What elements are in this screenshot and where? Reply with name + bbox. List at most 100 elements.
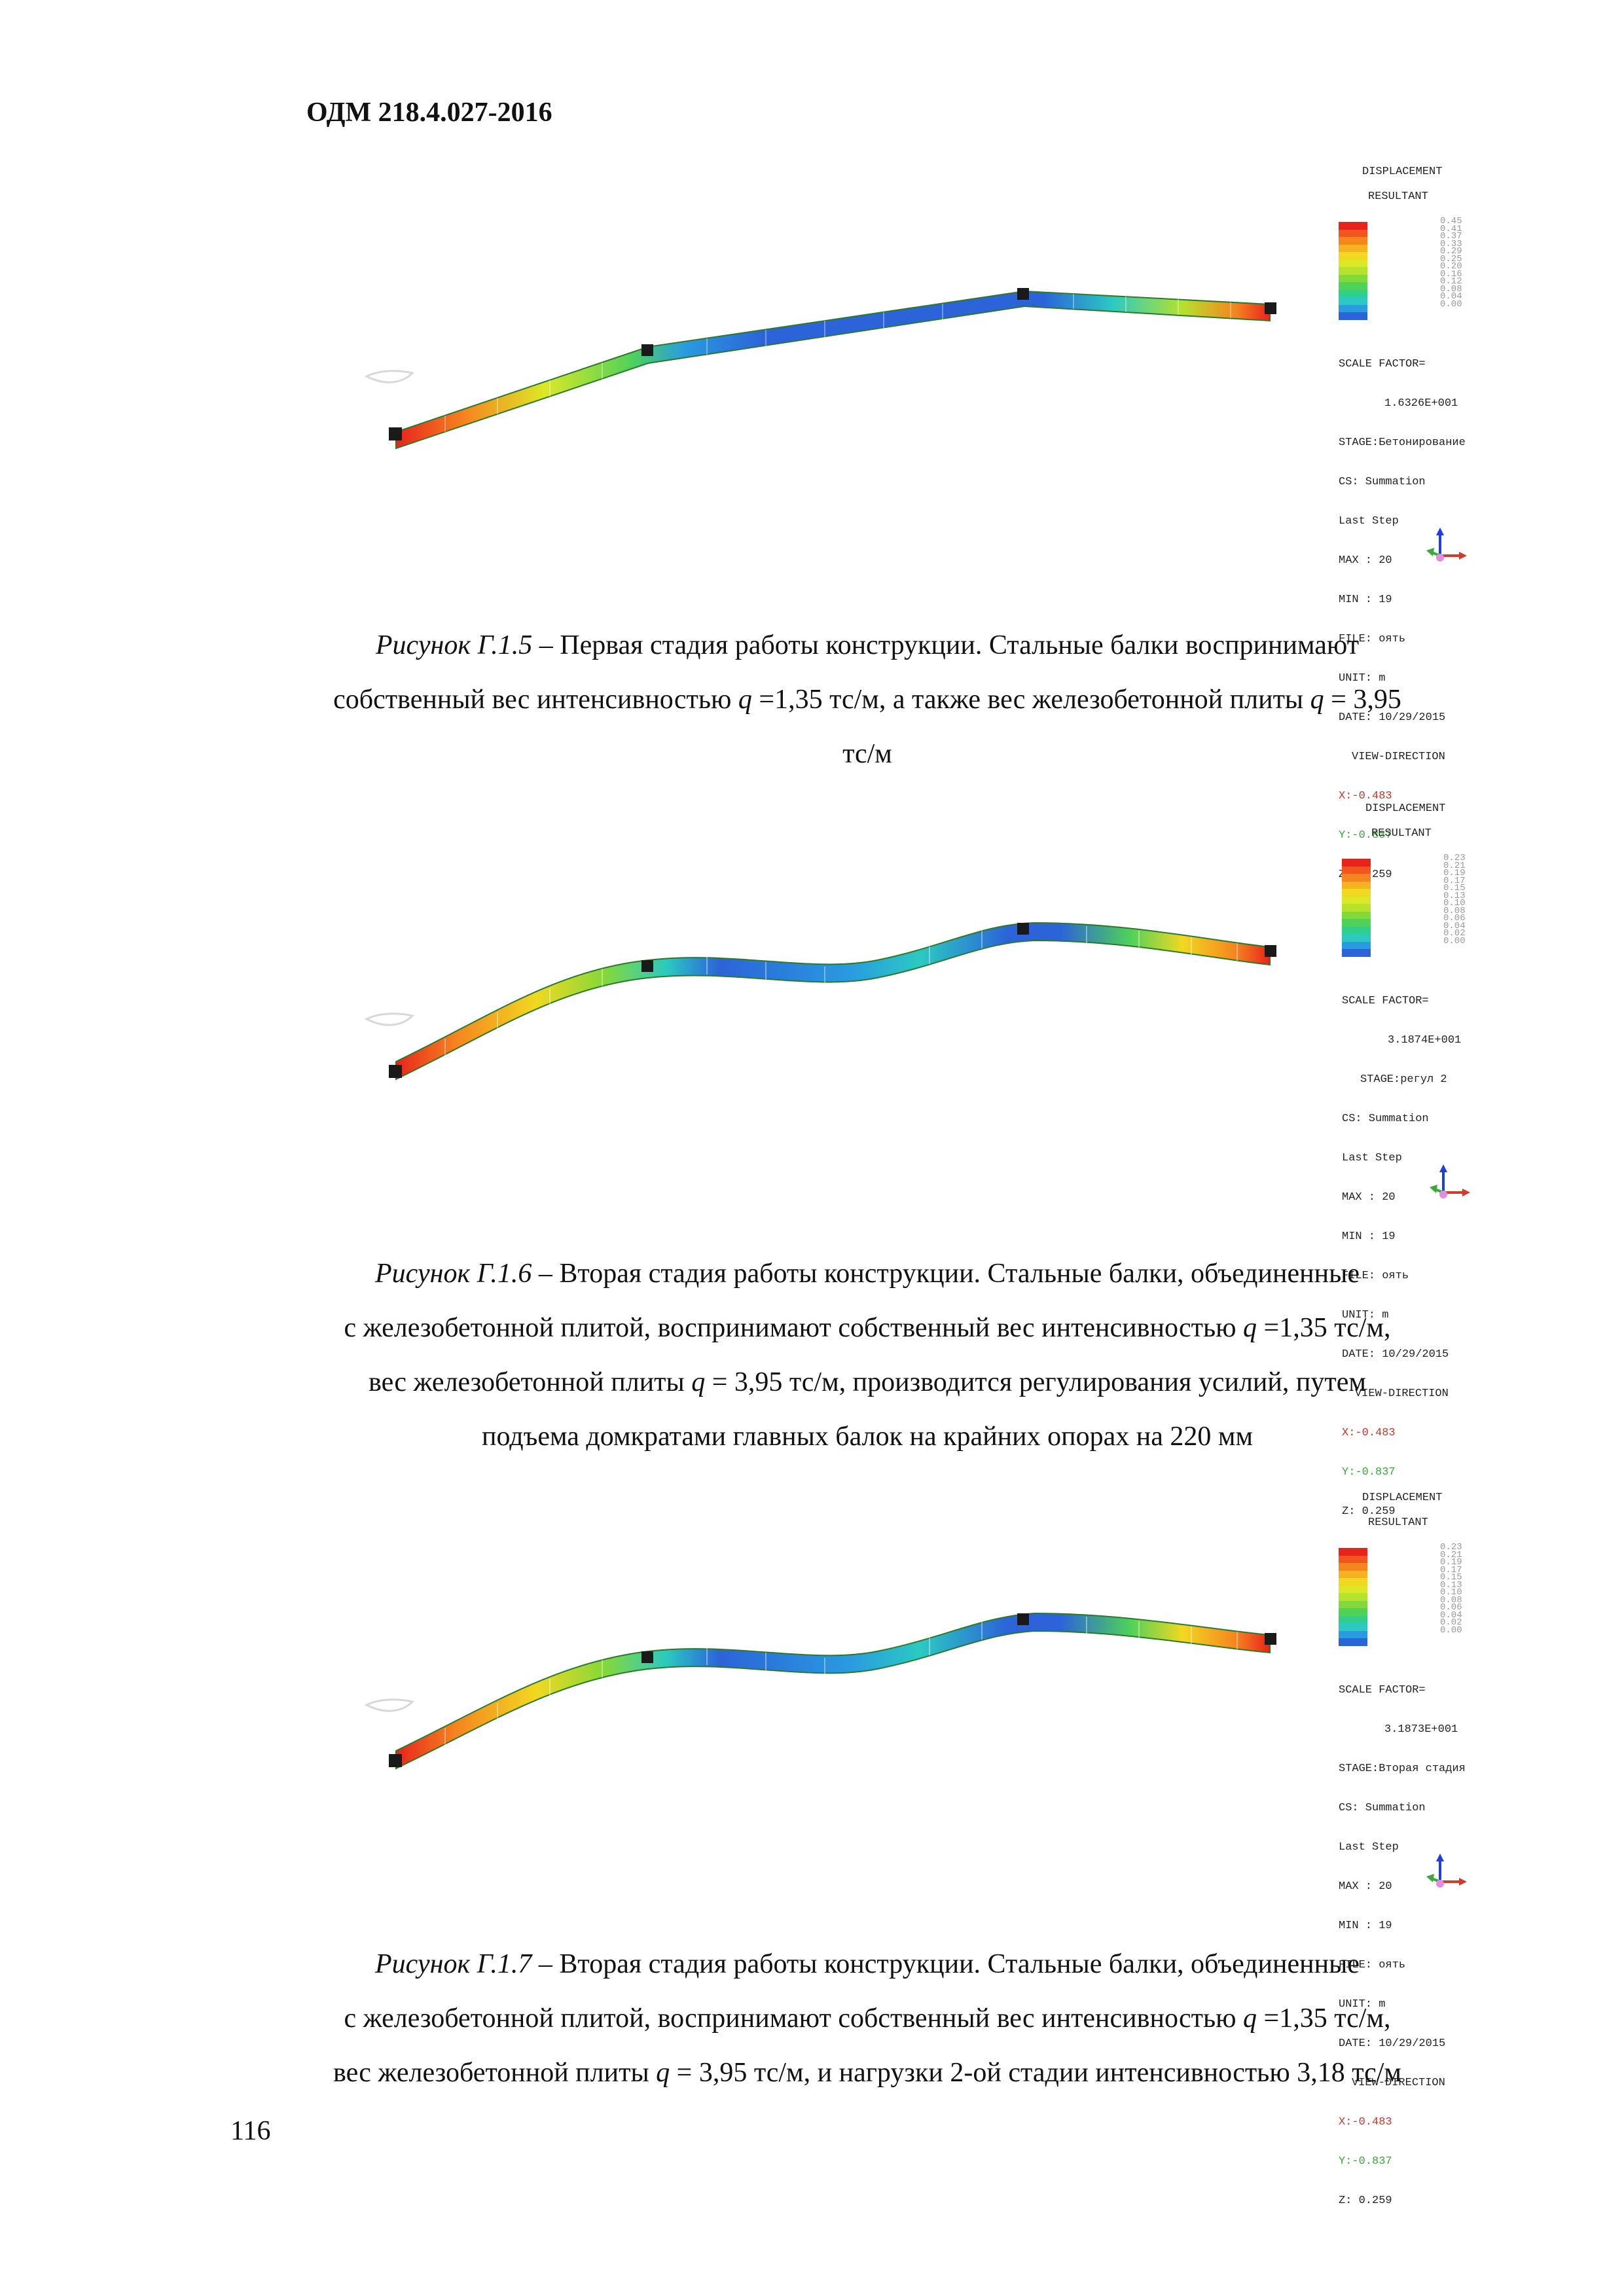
tick: 0.25 — [1440, 253, 1462, 264]
color-scale — [1339, 1548, 1367, 1646]
page-number: 116 — [230, 2116, 271, 2146]
tick: 0.06 — [1443, 913, 1466, 924]
figure-g-1-7: DISPLACEMENT RESULTANT 0.23 0.21 0.19 0.17… — [340, 1482, 1479, 2207]
document-code: ОДМ 218.4.027-2016 — [306, 98, 552, 128]
support-markers — [389, 923, 1276, 1078]
tick: 0.08 — [1440, 1594, 1462, 1605]
stage: STAGE:регул 2 — [1360, 1073, 1447, 1086]
segment-lines — [444, 294, 1231, 432]
support-markers — [389, 1613, 1276, 1767]
color-scale — [1339, 222, 1367, 320]
tick: 0.06 — [1440, 1602, 1462, 1613]
segment-lines — [444, 1617, 1238, 1746]
tick: 0.19 — [1443, 868, 1466, 878]
stage: STAGE:Вторая стадия — [1339, 1763, 1466, 1775]
tick: 0.08 — [1443, 905, 1466, 916]
figure-caption-g-1-5: Рисунок Г.1.5 – Первая стадия работы кон… — [333, 630, 1401, 769]
max: MAX : 20 — [1342, 1191, 1396, 1204]
cs: CS: Summation — [1339, 1802, 1426, 1814]
file: FILE: оять — [1339, 1959, 1406, 1971]
min: MIN : 19 — [1339, 1920, 1392, 1932]
beam-body — [395, 922, 1271, 1081]
y-direction: Y:-0.837 — [1342, 1466, 1396, 1479]
step: Last Step — [1339, 515, 1399, 528]
tick: 0.20 — [1440, 261, 1462, 272]
ghost-outline — [364, 370, 414, 384]
tick: 0.02 — [1440, 1617, 1462, 1628]
z-direction: Z: 0.259 — [1339, 2195, 1392, 2207]
scale-factor-value: 3.1873E+001 — [1384, 1723, 1458, 1736]
tick: 0.04 — [1440, 291, 1462, 302]
tick: 0.10 — [1440, 1587, 1462, 1598]
step: Last Step — [1339, 1841, 1399, 1854]
tick: 0.21 — [1440, 1549, 1462, 1560]
stage: STAGE:Бетонирование — [1339, 437, 1466, 449]
scale-ticks: 0.45 0.41 0.37 0.33 0.29 0.25 0.20 0.16 0.12… — [1440, 216, 1462, 310]
tick: 0.04 — [1440, 1609, 1462, 1621]
deformed-beam-model — [364, 288, 1276, 450]
tick: 0.04 — [1443, 920, 1466, 931]
legend-info: SCALE FACTOR= 3.1874E+001 STAGE:регул 2 … — [1342, 971, 1461, 1543]
deformed-beam-model — [364, 1612, 1276, 1770]
max: MAX : 20 — [1339, 1880, 1392, 1893]
tick: 0.29 — [1440, 246, 1462, 257]
displacement-legend: DISPLACEMENT RESULTANT 0.23 0.21 0.19 0.17… — [1342, 803, 1483, 1518]
axis-triad-icon — [1426, 528, 1467, 562]
scale-factor-label: SCALE FACTOR= — [1339, 1684, 1426, 1696]
tick: 0.02 — [1443, 928, 1466, 939]
beam-body — [395, 290, 1271, 450]
scale-factor-label: SCALE FACTOR= — [1339, 358, 1426, 370]
date: DATE: 10/29/2015 — [1342, 1348, 1449, 1361]
tick: 0.12 — [1440, 276, 1462, 287]
segment-lines — [444, 926, 1238, 1056]
support-markers — [389, 288, 1276, 440]
legend-subtitle: RESULTANT — [1371, 827, 1432, 840]
legend-title: DISPLACEMENT — [1362, 1492, 1443, 1504]
scale-factor-value: 3.1874E+001 — [1388, 1034, 1462, 1047]
z-direction: Z: 0.259 — [1342, 1505, 1396, 1518]
y-direction: Y:-0.837 — [1339, 2155, 1392, 2168]
file: FILE: оять — [1339, 633, 1406, 645]
figure-label: Рисунок Г.1.5 — [375, 630, 533, 660]
scale-factor-label: SCALE FACTOR= — [1342, 995, 1429, 1007]
unit: UNIT: m — [1339, 672, 1386, 685]
legend-info: SCALE FACTOR= 3.1873E+001 STAGE:Вторая с… — [1339, 1660, 1466, 2232]
tick: 0.00 — [1440, 298, 1462, 310]
tick: 0.00 — [1440, 1624, 1462, 1636]
min: MIN : 19 — [1342, 1230, 1396, 1243]
tick: 0.00 — [1443, 935, 1466, 946]
scale-ticks: 0.23 0.21 0.19 0.17 0.15 0.13 0.10 0.08 0.06… — [1440, 1542, 1462, 1636]
tick: 0.08 — [1440, 283, 1462, 295]
tick: 0.41 — [1440, 223, 1462, 234]
figure-label: Рисунок Г.1.7 — [375, 1949, 532, 1979]
tick: 0.45 — [1440, 216, 1462, 226]
legend-title: DISPLACEMENT — [1362, 166, 1443, 178]
cs: CS: Summation — [1342, 1113, 1429, 1125]
tick: 0.15 — [1443, 883, 1466, 893]
ghost-outline — [364, 1013, 414, 1026]
file: FILE: оять — [1342, 1270, 1409, 1282]
y-direction: Y:-0.837 — [1339, 829, 1392, 842]
view-direction: VIEW-DIRECTION — [1352, 2077, 1445, 2089]
figure-label: Рисунок Г.1.6 — [375, 1259, 532, 1289]
max: MAX : 20 — [1339, 554, 1392, 567]
tick: 0.13 — [1440, 1579, 1462, 1590]
tick: 0.19 — [1440, 1557, 1462, 1568]
x-direction: X:-0.483 — [1339, 790, 1392, 802]
beam-body — [395, 1612, 1271, 1770]
min: MIN : 19 — [1339, 594, 1392, 606]
tick: 0.23 — [1443, 853, 1466, 863]
cs: CS: Summation — [1339, 476, 1426, 488]
tick: 0.15 — [1440, 1572, 1462, 1583]
displacement-legend: DISPLACEMENT RESULTANT 0.45 0.41 0.37 0.33… — [1339, 166, 1479, 881]
figure-g-1-5: DISPLACEMENT RESULTANT 0.45 0.41 0.37 0.33… — [340, 157, 1479, 881]
view-direction: VIEW-DIRECTION — [1352, 751, 1445, 763]
tick: 0.13 — [1443, 890, 1466, 901]
tick: 0.23 — [1440, 1542, 1462, 1552]
legend-subtitle: RESULTANT — [1368, 1516, 1428, 1529]
x-direction: X:-0.483 — [1342, 1427, 1396, 1439]
axis-triad-icon — [1426, 1854, 1467, 1888]
step: Last Step — [1342, 1152, 1402, 1164]
tick: 0.21 — [1443, 860, 1466, 871]
date: DATE: 10/29/2015 — [1339, 2037, 1446, 2050]
